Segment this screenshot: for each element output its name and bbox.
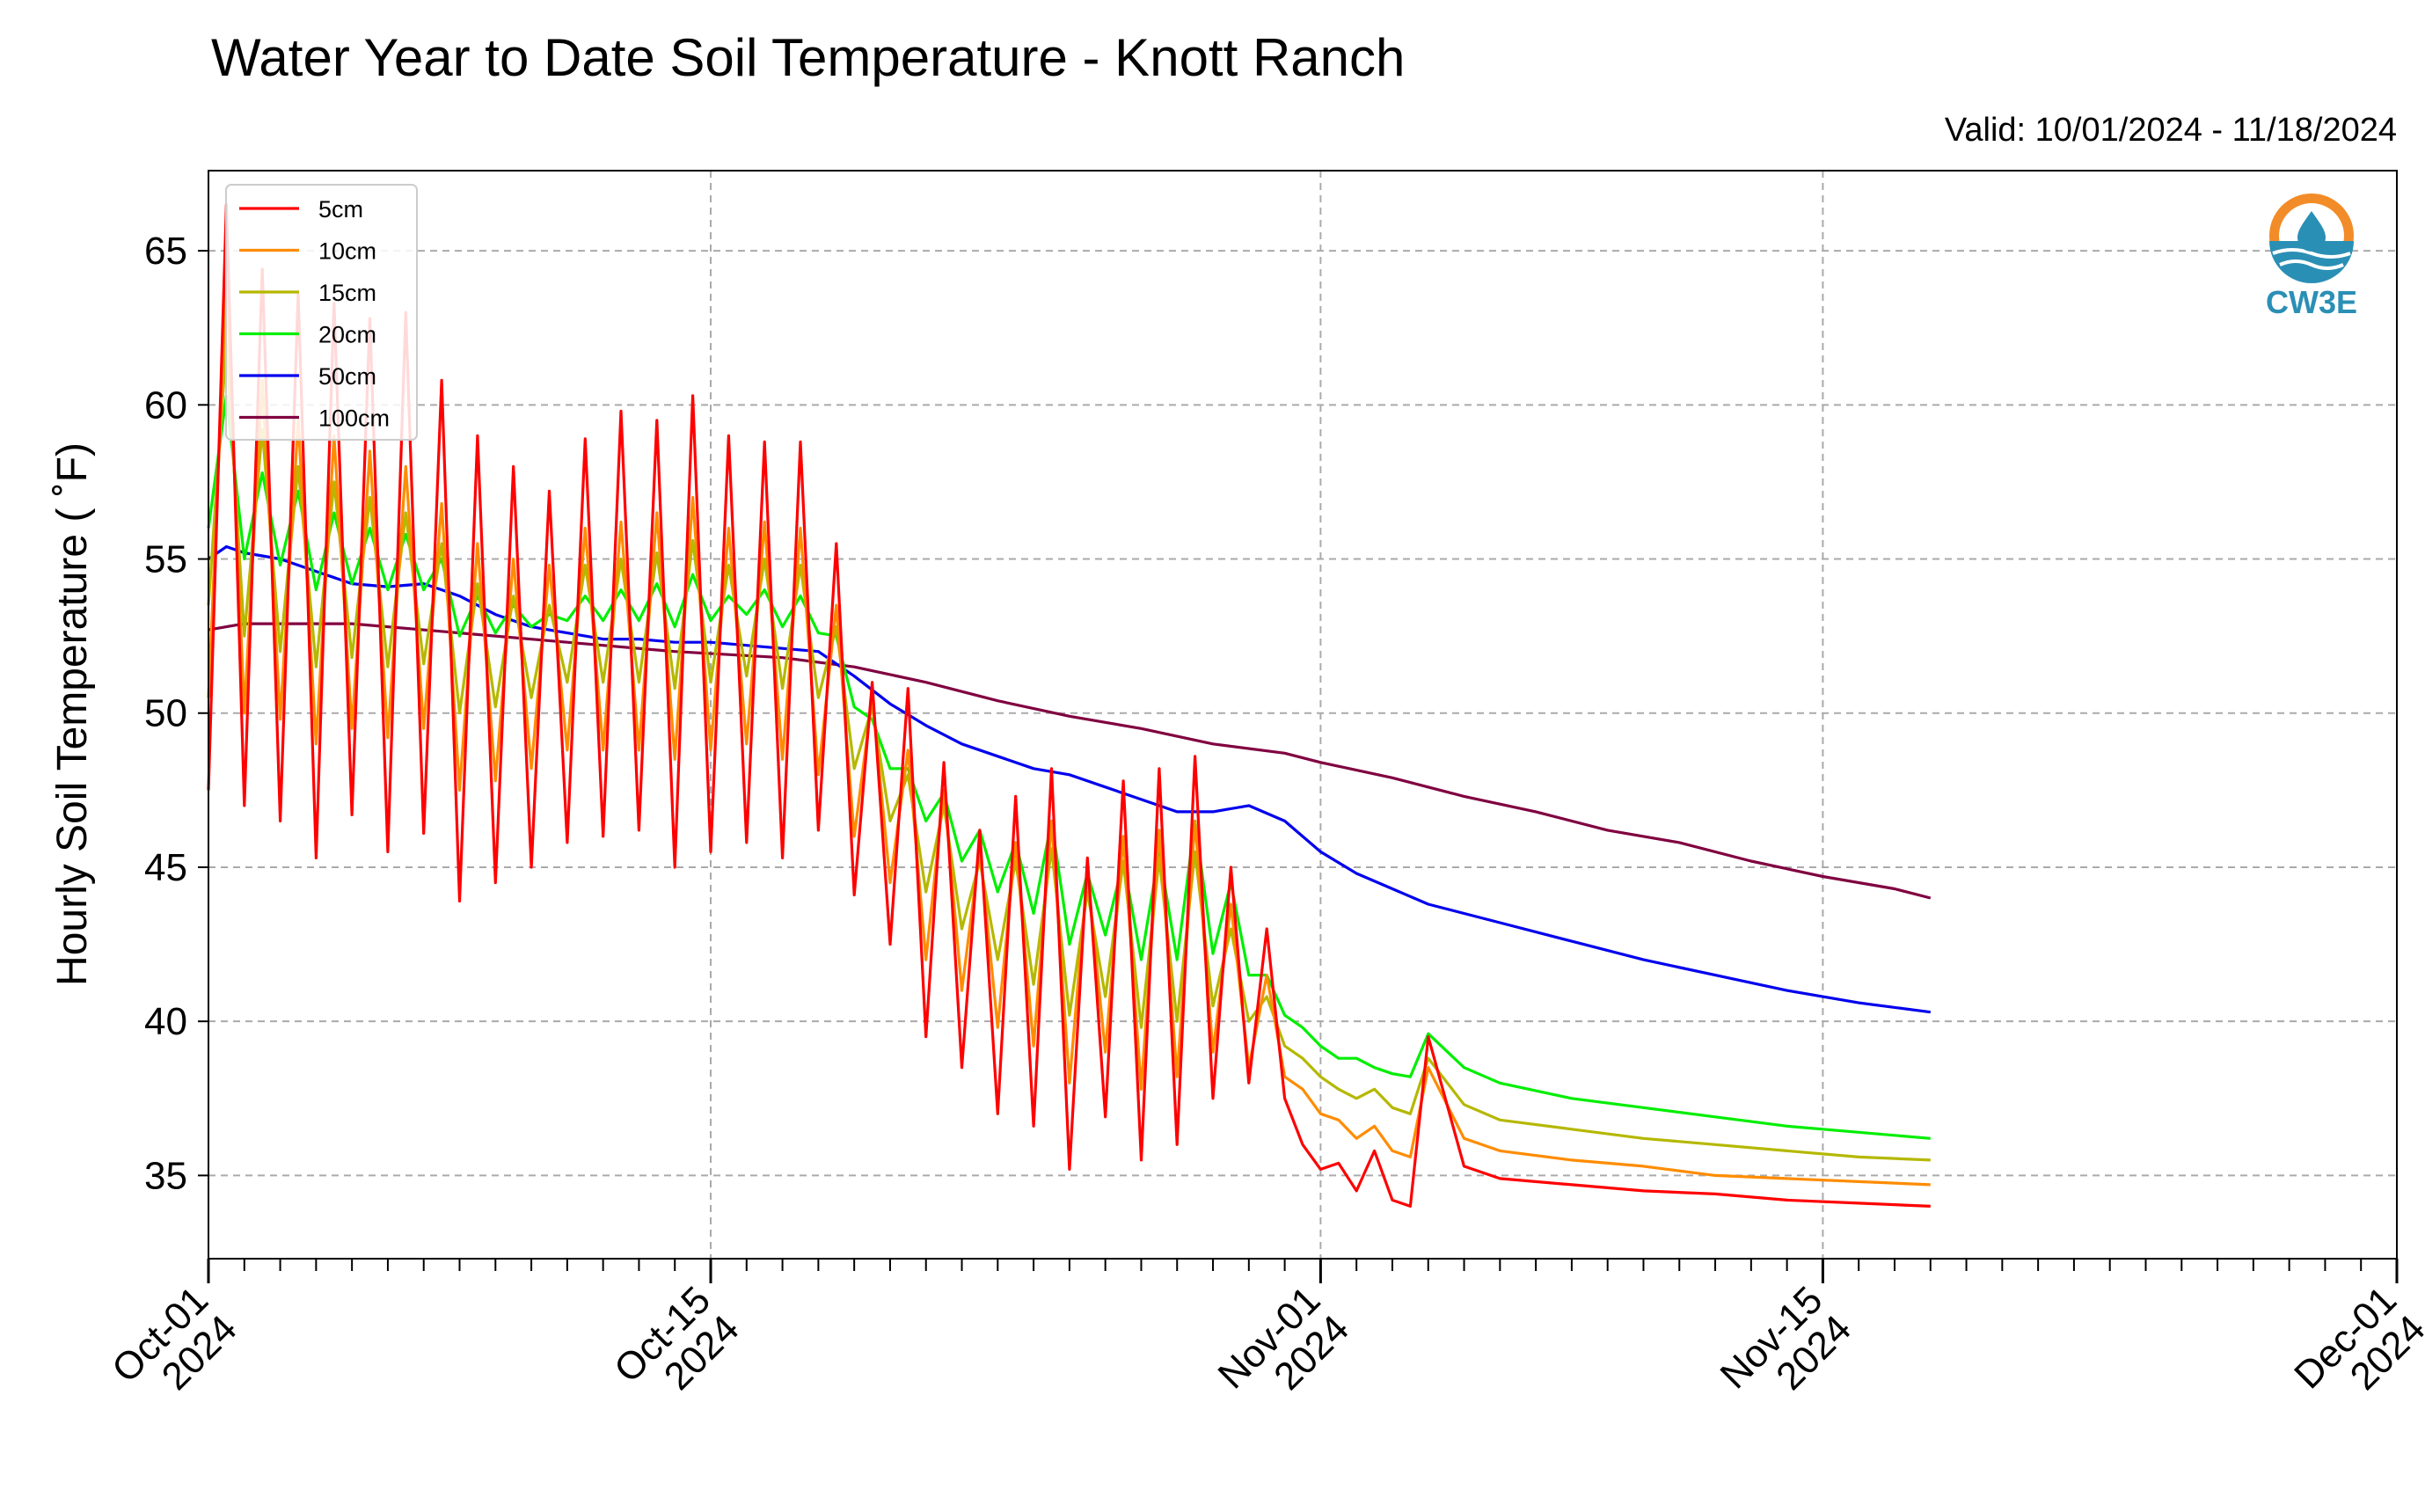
y-tick-label: 55	[144, 538, 187, 581]
y-tick-label: 45	[144, 846, 187, 889]
y-tick-label: 65	[144, 230, 187, 273]
chart-title: Water Year to Date Soil Temperature - Kn…	[211, 28, 1405, 87]
cw3e-logo: CW3E	[2266, 194, 2357, 320]
legend-label: 20cm	[318, 322, 376, 348]
legend-label: 50cm	[318, 363, 376, 390]
series-line-100cm	[208, 622, 1932, 900]
legend-items: 5cm 10cm 15cm 20cm 50cm 100cm	[239, 196, 390, 432]
series-line-15cm	[207, 341, 1931, 1162]
y-axis: 35 40 45 50 55 60 65	[144, 230, 208, 1197]
logo-wave-line-2	[2279, 259, 2344, 270]
series-line-5cm	[207, 202, 1931, 1209]
series-line-20cm	[207, 394, 1931, 1140]
chart-subtitle: Valid: 10/01/2024 - 11/18/2024	[1945, 112, 2397, 149]
y-tick-label: 40	[144, 1000, 187, 1043]
y-tick-label: 35	[144, 1154, 187, 1197]
water-drop-icon	[2297, 211, 2326, 252]
legend-box	[225, 184, 418, 441]
plot-frame	[208, 170, 2398, 1260]
plot-lines	[207, 202, 1932, 1209]
logo-text: CW3E	[2266, 284, 2357, 320]
legend: 5cm 10cm 15cm 20cm 50cm 100cm	[225, 184, 418, 441]
y-axis-label: Hourly Soil Temperature ( ˚F)	[49, 442, 96, 986]
series-line-10cm	[207, 280, 1931, 1187]
legend-label: 15cm	[318, 280, 376, 306]
legend-label: 100cm	[318, 405, 390, 432]
y-tick-label: 50	[144, 692, 187, 735]
y-tick-label: 60	[144, 383, 187, 427]
logo-wave-line-1	[2272, 248, 2351, 259]
legend-label: 5cm	[318, 196, 363, 223]
legend-label: 10cm	[318, 238, 376, 265]
series-line-50cm	[208, 544, 1932, 1014]
